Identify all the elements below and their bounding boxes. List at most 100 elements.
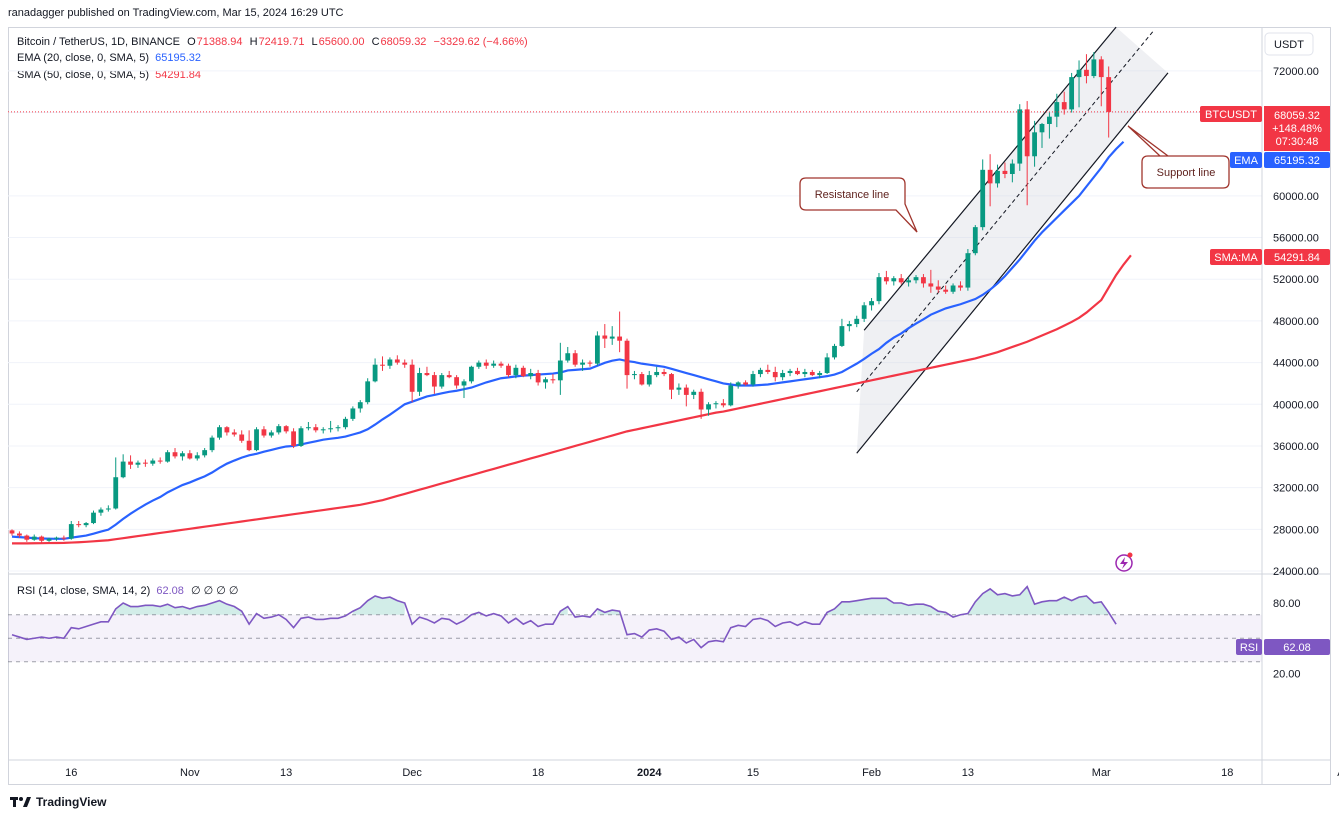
candle-body [1002,170,1008,174]
candle-body [557,360,563,381]
time-tick-label: 2024 [637,767,662,779]
high-label: H [249,36,258,48]
candle-body [1009,163,1015,174]
candle-body [394,359,400,363]
candle-body [728,385,734,406]
candle-body [683,387,689,395]
candle-body [76,524,82,526]
candle-body [306,427,311,429]
candle-body [320,429,326,431]
symbol-title[interactable]: Bitcoin / TetherUS, 1D, BINANCE [17,36,181,48]
candle-body [587,362,593,364]
ema-20-line [11,140,1125,540]
candle-body [1024,109,1030,157]
candle-body [861,305,867,319]
candle-body [424,373,430,376]
candle-body [876,277,882,302]
price-tag-price: 68059.32 [1274,110,1320,122]
candle-body [476,362,482,367]
candle-body [795,370,800,375]
support-callout-box [1127,125,1230,189]
price-tick-label: 52000.00 [1273,274,1319,286]
candle-body [291,431,296,446]
candle-body [105,508,111,510]
ema-legend-value: 65195.32 [155,52,202,64]
candle-body [513,367,519,376]
candle-body [698,391,704,410]
candle-body [91,512,96,524]
time-tick-label: 16 [65,767,77,779]
candle-body [928,283,934,287]
price-tick-label: 48000.00 [1273,316,1319,328]
candle-body [706,404,711,410]
events-dot [1127,552,1133,558]
events-icon [1115,554,1133,572]
candle-body [298,428,304,446]
candle-body [713,403,719,405]
candle-body [417,373,422,392]
candle-body [580,362,585,365]
candle-body [528,373,534,377]
candle-body [268,432,274,436]
candle-body [68,524,74,539]
currency-button [1264,32,1314,56]
candle-body [1098,59,1104,78]
candle-body [328,428,334,430]
support-callout-text: Support line [1157,167,1216,179]
candle-body [987,169,993,184]
candle-body [165,452,171,462]
rsi-legend[interactable]: RSI (14, close, SMA, 14, 2) 62.08 ∅ ∅ ∅ … [17,584,238,597]
candle-body [550,379,556,381]
tradingview-logo[interactable]: TradingView [10,795,106,809]
candle-body [617,336,623,341]
ema-legend[interactable]: EMA (20, close, 0, SMA, 5) 65195.32 [17,52,201,64]
candle-body [98,509,104,513]
time-tick-label: 18 [1221,767,1233,779]
price-tick-label: 72000.00 [1273,66,1319,78]
candle-body [46,538,52,541]
ema-legend-label: EMA (20, close, 0, SMA, 5) [17,52,150,64]
time-tick-label: Nov [180,767,200,779]
ticker-tag: BTCUSDT [1205,109,1257,121]
candle-body [83,523,89,526]
candle-body [572,353,578,365]
candle-body [735,382,741,386]
candle-body [483,362,489,366]
support-line [856,72,1169,454]
candle-body [194,455,200,459]
candle-body [142,462,148,464]
open-label: O [187,36,196,48]
candle-body [639,374,645,385]
candle-body [350,408,356,419]
low-label: L [311,36,318,48]
candle-body [965,253,971,288]
candle-body [157,460,163,462]
candle-body [409,364,415,392]
candle-body [506,365,511,376]
chart-frame [8,27,1331,785]
candle-body [439,375,445,387]
candle-body [231,432,237,435]
candle-body [335,427,341,429]
candle-body [980,169,986,228]
candle-body [832,345,837,358]
candle-body [691,391,697,395]
sma-tag-bg [1210,249,1262,265]
rsi-value-tag-bg [1264,639,1330,655]
candle-body [869,301,874,306]
rsi-legend-value: 62.08 [156,585,184,597]
candle-body [283,426,289,432]
channel-fill [856,27,1168,454]
candle-body [950,285,956,292]
candle-body [402,362,408,365]
candle-body [31,536,37,540]
low-value: 65600.00 [318,36,365,48]
sma-legend[interactable]: SMA (50, close, 0, SMA, 5) 54291.84 [17,69,201,81]
rsi-tick-label: 20.00 [1273,669,1301,681]
candle-body [17,533,22,536]
ticker-tag-bg [1200,106,1262,122]
candle-body [276,426,282,433]
resistance-callout-text: Resistance line [815,189,890,201]
candle-body [239,434,245,441]
